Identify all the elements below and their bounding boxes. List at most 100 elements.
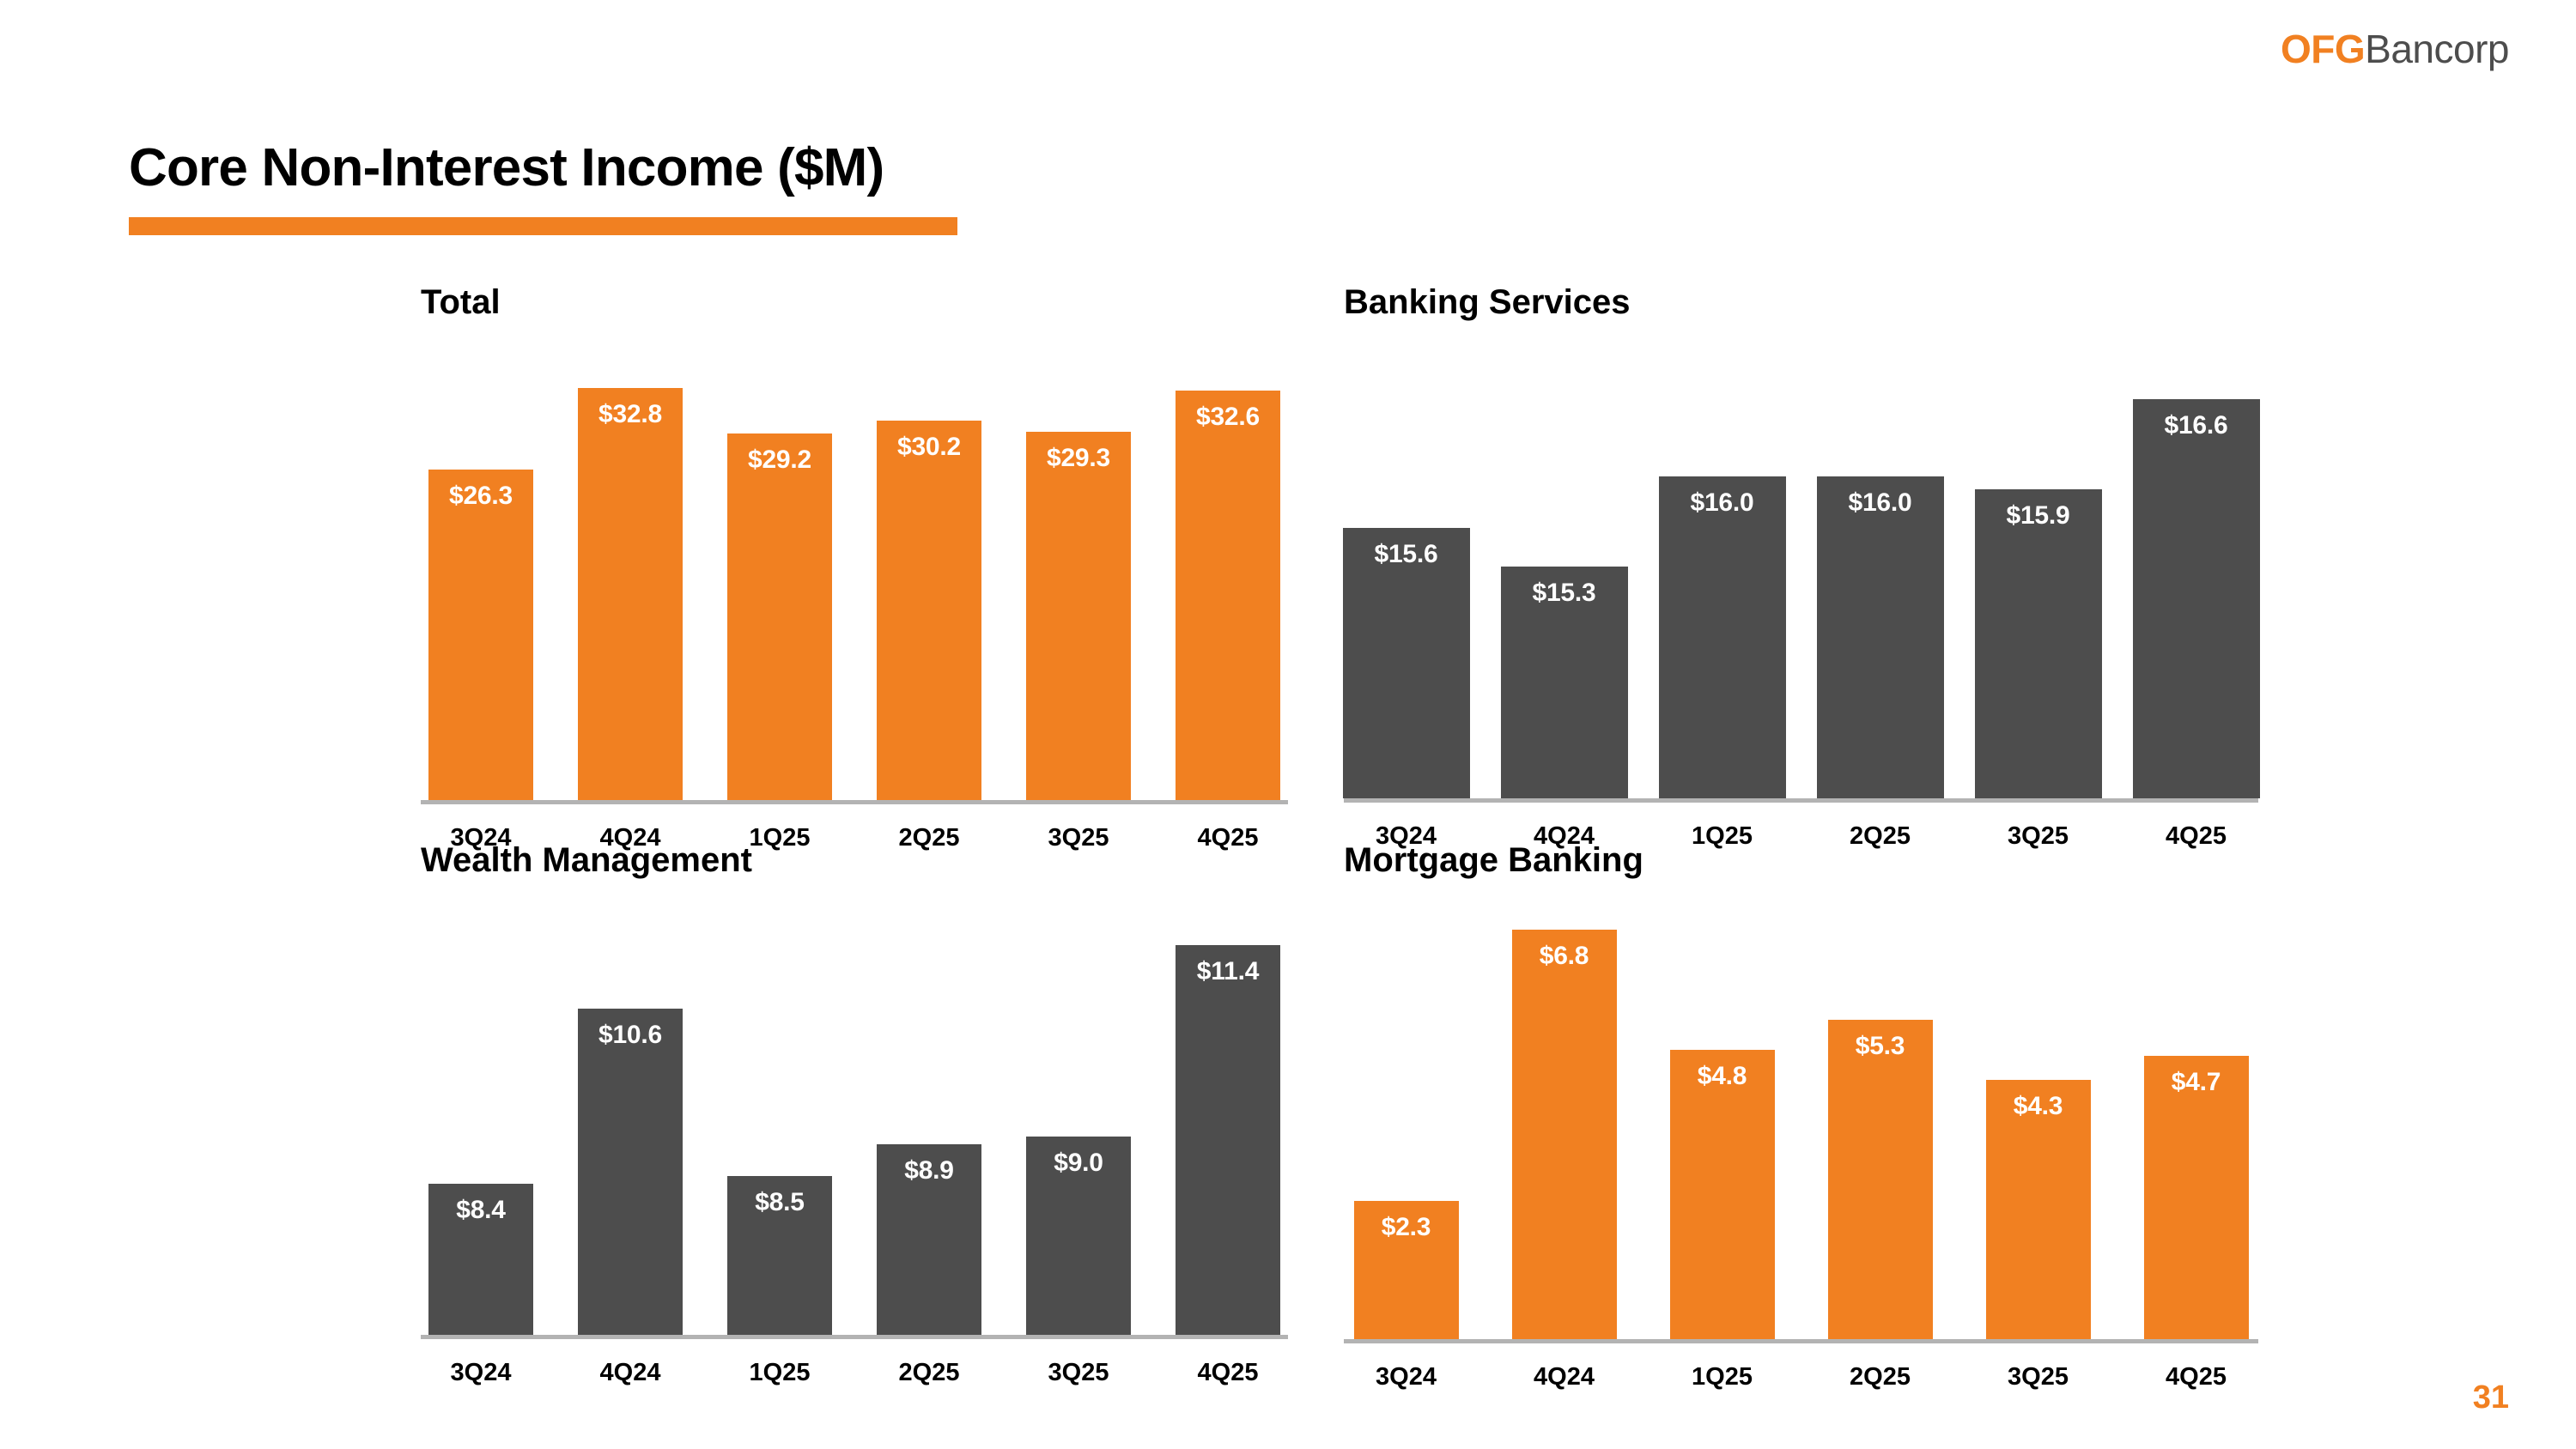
chart-panel-total: Total $26.3 3Q24 $32.8 4Q24 $29.2 1Q25 $30.2 2Q2… [421, 283, 1288, 852]
bar-value-label: $16.0 [1690, 488, 1754, 517]
chart-title: Wealth Management [421, 841, 752, 879]
x-axis-line [421, 800, 1288, 804]
bar: $2.3 [1353, 1200, 1459, 1339]
bar: $26.3 [428, 469, 533, 800]
bar: $9.0 [1026, 1136, 1131, 1335]
bar-group: $8.5 [727, 1175, 832, 1335]
page-number: 31 [2472, 1379, 2509, 1416]
bar-group: $6.8 [1511, 930, 1617, 1339]
chart-title: Mortgage Banking [1344, 841, 1643, 879]
bar-value-label: $8.9 [904, 1155, 954, 1185]
x-axis-tick-label: 4Q24 [1534, 822, 1595, 850]
x-axis-tick-label: 2Q25 [898, 1359, 960, 1386]
x-axis-tick-label: 3Q24 [450, 824, 512, 852]
chart-panel-mortgage-banking: Mortgage Banking $2.3 3Q24 $6.8 4Q24 $4.8 1Q25… [1344, 841, 2258, 1391]
bar-value-label: $11.4 [1196, 957, 1260, 986]
x-axis-tick-label: 3Q24 [1376, 1363, 1437, 1391]
bar-value-label: $30.2 [896, 432, 962, 461]
bar-group: $2.3 [1353, 1200, 1459, 1339]
x-axis-tick-label: 3Q25 [2008, 822, 2069, 850]
bar-value-label: $32.6 [1195, 402, 1261, 431]
bar-group: $4.8 [1669, 1050, 1775, 1339]
x-axis-tick-label: 2Q25 [898, 824, 960, 852]
bar-value-label: $2.3 [1381, 1212, 1431, 1241]
plot-area: $2.3 3Q24 $6.8 4Q24 $4.8 1Q25 $5.3 2Q25 $4.3 3Q25… [1344, 906, 2258, 1391]
bar-value-label: $16.0 [1848, 488, 1912, 517]
x-axis-tick-label: 1Q25 [749, 824, 811, 852]
x-axis-tick-label: 4Q25 [1197, 824, 1259, 852]
bar: $6.8 [1511, 930, 1617, 1339]
page-title: Core Non-Interest Income ($M) [129, 138, 884, 197]
bar: $32.6 [1176, 390, 1280, 800]
logo-ofg-text: OFG [2280, 27, 2366, 71]
bar-value-label: $6.8 [1539, 942, 1589, 971]
x-axis-tick-label: 1Q25 [1692, 1363, 1753, 1391]
bar-group: $16.0 [1658, 476, 1786, 798]
bar: $15.9 [1974, 489, 2102, 798]
x-axis-tick-label: 1Q25 [749, 1359, 811, 1386]
bar-group: $4.7 [2143, 1056, 2249, 1339]
bar-value-label: $9.0 [1054, 1148, 1103, 1177]
x-axis-line [1344, 1339, 2258, 1343]
x-axis-tick-label: 2Q25 [1850, 1363, 1911, 1391]
bar-value-label: $32.8 [598, 399, 663, 428]
x-axis-line [421, 1335, 1288, 1339]
x-axis-tick-label: 2Q25 [1850, 822, 1911, 850]
bar-value-label: $8.5 [755, 1187, 805, 1216]
bar-group: $32.8 [578, 387, 683, 800]
x-axis-tick-label: 4Q24 [599, 824, 661, 852]
plot-area: $26.3 3Q24 $32.8 4Q24 $29.2 1Q25 $30.2 2Q25 $29.… [421, 348, 1288, 852]
chart-title: Banking Services [1344, 283, 1631, 321]
bar-group: $10.6 [578, 1009, 683, 1335]
bar-group: $11.4 [1176, 945, 1280, 1335]
chart-panel-banking-services: Banking Services $15.6 3Q24 $15.3 4Q24 $16.0 1… [1342, 283, 2260, 850]
bar-value-label: $26.3 [448, 481, 513, 510]
bar-value-label: $29.3 [1046, 444, 1111, 473]
x-axis-tick-label: 3Q25 [1048, 1359, 1109, 1386]
x-axis-tick-label: 4Q24 [599, 1359, 661, 1386]
x-axis-tick-label: 3Q25 [1048, 824, 1109, 852]
bar: $29.3 [1026, 432, 1131, 800]
bar: $4.7 [2143, 1056, 2249, 1339]
bar-group: $8.9 [877, 1143, 981, 1335]
bar: $32.8 [578, 387, 683, 800]
bar-group: $15.3 [1500, 567, 1628, 798]
bar-group: $29.3 [1026, 432, 1131, 800]
plot-area: $15.6 3Q24 $15.3 4Q24 $16.0 1Q25 $16.0 2Q25 $15.… [1342, 348, 2260, 850]
logo-bancorp-text: Bancorp [2365, 27, 2509, 71]
bar-value-label: $10.6 [598, 1021, 663, 1050]
bar-value-label: $15.6 [1374, 540, 1438, 568]
bar: $16.0 [1658, 476, 1786, 798]
bar-value-label: $29.2 [747, 445, 812, 474]
x-axis-tick-label: 3Q24 [1376, 822, 1437, 850]
bar-group: $29.2 [727, 433, 832, 800]
chart-panel-wealth-management: Wealth Management $8.4 3Q24 $10.6 4Q24 $8.5 1Q… [421, 841, 1288, 1386]
x-axis-tick-label: 4Q24 [1534, 1363, 1595, 1391]
bar-group: $15.9 [1974, 489, 2102, 798]
bar: $8.4 [428, 1184, 533, 1335]
bar: $15.6 [1342, 528, 1470, 798]
bar-value-label: $4.8 [1697, 1062, 1747, 1091]
bar-group: $9.0 [1026, 1136, 1131, 1335]
bar: $16.6 [2132, 399, 2260, 798]
x-axis-line [1344, 798, 2258, 803]
bar: $8.5 [727, 1175, 832, 1335]
bar: $11.4 [1176, 945, 1280, 1335]
bar: $30.2 [877, 420, 981, 800]
bar-group: $26.3 [428, 469, 533, 800]
bar-value-label: $16.6 [2164, 411, 2228, 440]
x-axis-tick-label: 3Q25 [2008, 1363, 2069, 1391]
bar-group: $16.6 [2132, 399, 2260, 798]
company-logo: OFGBancorp [2280, 26, 2510, 72]
bar-value-label: $15.9 [2006, 501, 2070, 530]
bar-group: $5.3 [1827, 1020, 1933, 1339]
bar-value-label: $5.3 [1855, 1032, 1905, 1061]
bar-group: $4.3 [1985, 1080, 2091, 1339]
bar: $15.3 [1500, 567, 1628, 798]
bar-group: $32.6 [1176, 390, 1280, 800]
bar-group: $8.4 [428, 1184, 533, 1335]
title-underline-rule [129, 217, 957, 235]
bar: $4.3 [1985, 1080, 2091, 1339]
bar-group: $30.2 [877, 420, 981, 800]
x-axis-tick-label: 4Q25 [1197, 1359, 1259, 1386]
